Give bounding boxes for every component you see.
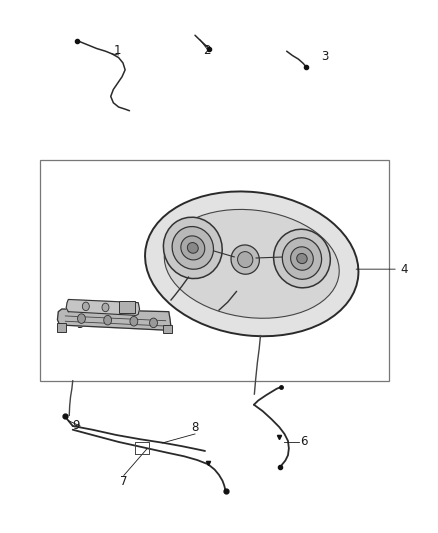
Ellipse shape bbox=[164, 209, 339, 318]
Ellipse shape bbox=[291, 247, 313, 270]
Text: 2: 2 bbox=[203, 44, 211, 56]
Ellipse shape bbox=[187, 243, 198, 253]
Text: 8: 8 bbox=[191, 421, 199, 434]
Text: 9: 9 bbox=[73, 419, 80, 432]
Text: 4: 4 bbox=[400, 263, 408, 276]
Circle shape bbox=[102, 303, 109, 312]
Bar bbox=[57, 324, 66, 332]
Text: 6: 6 bbox=[300, 435, 307, 448]
Ellipse shape bbox=[181, 236, 205, 260]
Text: 7: 7 bbox=[120, 475, 127, 488]
Polygon shape bbox=[57, 309, 171, 330]
Ellipse shape bbox=[163, 217, 222, 279]
Circle shape bbox=[78, 314, 85, 324]
Ellipse shape bbox=[237, 252, 253, 268]
Ellipse shape bbox=[283, 238, 321, 279]
Circle shape bbox=[150, 318, 157, 328]
Bar bbox=[163, 325, 172, 334]
Ellipse shape bbox=[172, 227, 213, 269]
Ellipse shape bbox=[145, 191, 358, 336]
Bar bbox=[119, 301, 135, 313]
Ellipse shape bbox=[274, 229, 330, 288]
Circle shape bbox=[82, 302, 89, 311]
Circle shape bbox=[104, 316, 112, 325]
Circle shape bbox=[122, 304, 129, 313]
Bar bbox=[40, 160, 389, 381]
Text: 5: 5 bbox=[76, 319, 84, 332]
Text: 1: 1 bbox=[114, 44, 121, 56]
Ellipse shape bbox=[231, 245, 259, 274]
Text: 3: 3 bbox=[321, 50, 329, 63]
Ellipse shape bbox=[297, 254, 307, 264]
Polygon shape bbox=[66, 300, 140, 316]
Circle shape bbox=[130, 317, 138, 326]
